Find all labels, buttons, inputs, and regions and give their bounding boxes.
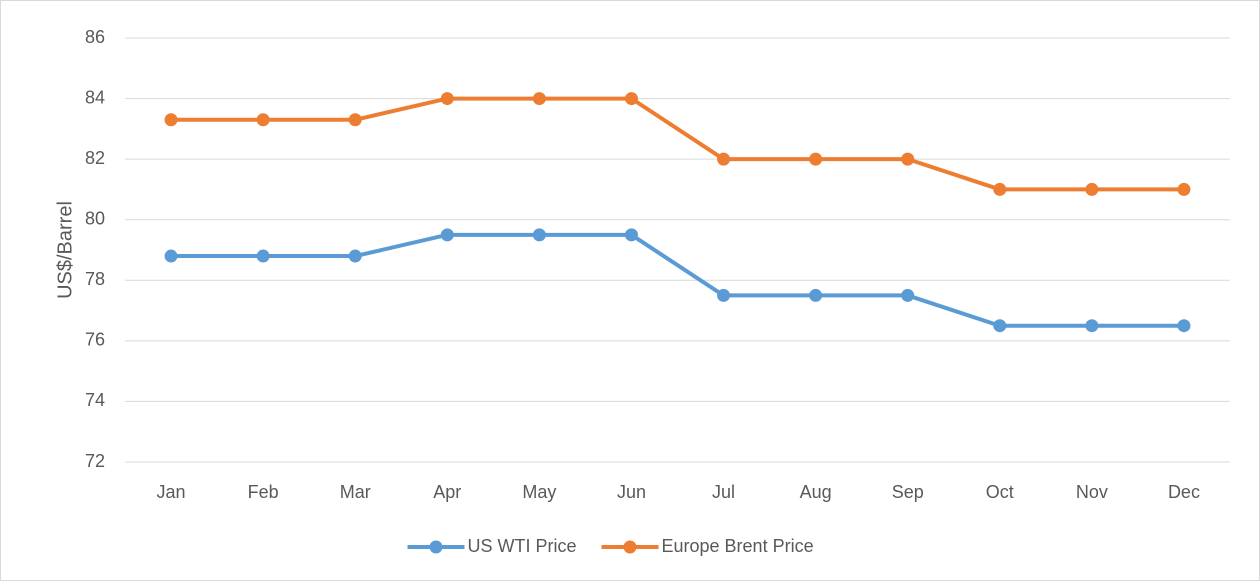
data-point (440, 92, 454, 106)
y-tick-label: 84 (85, 87, 105, 107)
x-tick-label: Dec (1168, 482, 1200, 502)
data-point (809, 152, 823, 166)
y-tick-label: 72 (85, 451, 105, 471)
x-tick-label: Nov (1076, 482, 1108, 502)
data-point (1177, 182, 1191, 196)
y-tick-label: 78 (85, 269, 105, 289)
data-point (348, 113, 362, 127)
data-point (993, 319, 1007, 333)
x-tick-label: May (522, 482, 556, 502)
x-tick-label: Jan (157, 482, 186, 502)
x-tick-label: Aug (800, 482, 832, 502)
y-tick-label: 74 (85, 390, 105, 410)
data-point (993, 182, 1007, 196)
data-point (164, 113, 178, 127)
data-point (717, 288, 731, 302)
data-point (256, 249, 270, 263)
x-tick-label: Oct (986, 482, 1014, 502)
legend-marker (429, 540, 443, 554)
legend-marker (623, 540, 637, 554)
x-tick-label: Mar (340, 482, 371, 502)
data-point (440, 228, 454, 242)
data-point (901, 288, 915, 302)
data-point (348, 249, 362, 263)
data-point (901, 152, 915, 166)
y-tick-label: 80 (85, 208, 105, 228)
legend-label: Europe Brent Price (662, 536, 814, 556)
data-point (809, 288, 823, 302)
data-point (624, 228, 638, 242)
x-tick-label: Apr (433, 482, 461, 502)
data-point (256, 113, 270, 127)
data-point (532, 228, 546, 242)
x-tick-label: Feb (248, 482, 279, 502)
series-line (171, 232, 1184, 328)
data-point (1085, 319, 1099, 333)
legend-label: US WTI Price (468, 536, 577, 556)
y-tick-label: 82 (85, 148, 105, 168)
data-point (1085, 182, 1099, 196)
x-tick-label: Jul (712, 482, 735, 502)
data-point (164, 249, 178, 263)
data-point (717, 152, 731, 166)
data-point (1177, 319, 1191, 333)
x-tick-label: Jun (617, 482, 646, 502)
y-tick-label: 86 (85, 27, 105, 47)
series-line (171, 96, 1184, 192)
x-tick-label: Sep (892, 482, 924, 502)
y-tick-label: 76 (85, 330, 105, 350)
y-axis-label: US$/Barrel (54, 201, 76, 299)
data-point (532, 92, 546, 106)
data-point (624, 92, 638, 106)
